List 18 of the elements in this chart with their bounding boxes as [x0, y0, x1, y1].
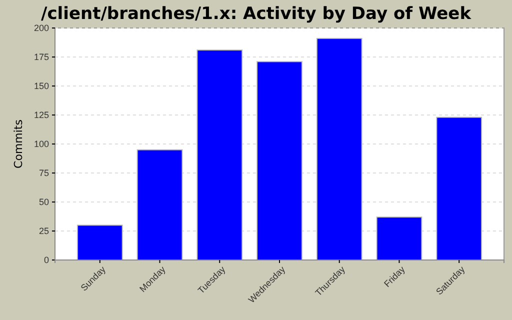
y-tick-label: 100 [34, 138, 49, 149]
y-tick-label: 125 [34, 110, 49, 120]
bar [196, 50, 243, 260]
y-tick-label: 150 [34, 80, 49, 91]
y-tick-label: 25 [38, 226, 49, 236]
bar [316, 38, 362, 260]
bar [76, 224, 123, 260]
y-tick-label: 175 [34, 52, 49, 62]
y-tick-label: 50 [38, 196, 49, 207]
y-tick-label: 200 [34, 22, 49, 33]
y-tick-label: 75 [38, 168, 49, 178]
bar [376, 216, 422, 260]
bar [136, 149, 183, 260]
chart-title: /client/branches/1.x: Activity by Day of Week [41, 4, 472, 24]
bar [436, 116, 482, 260]
bar [256, 61, 302, 260]
y-tick-label: 0 [44, 254, 49, 265]
y-axis-title: Commits [12, 119, 25, 168]
